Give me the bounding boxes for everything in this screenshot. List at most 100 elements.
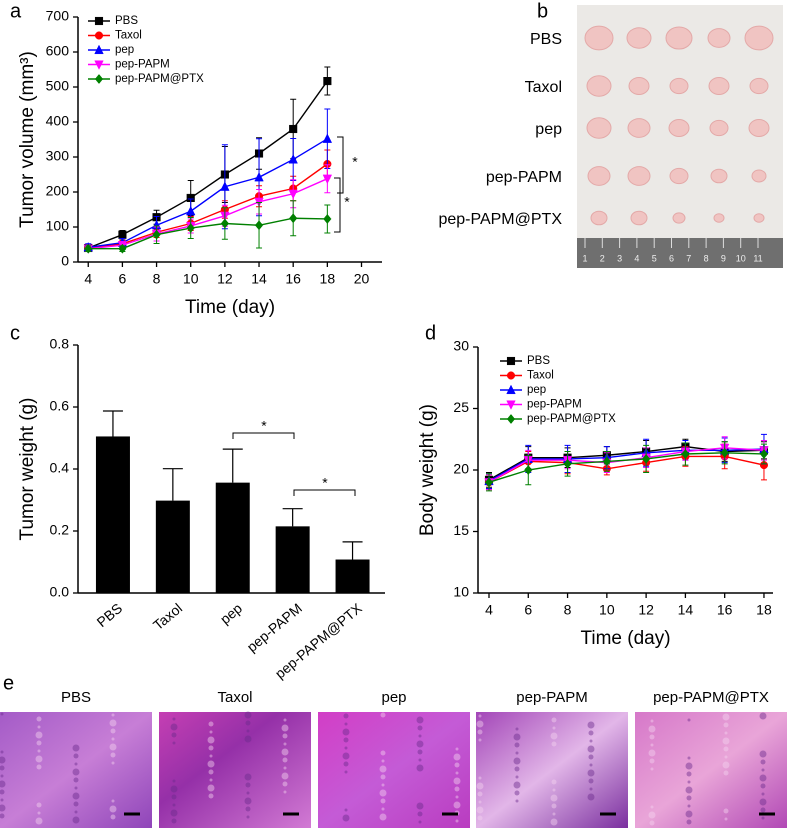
- marker: [322, 133, 333, 143]
- x-tick-label: Taxol: [150, 600, 185, 633]
- histology-texture: [648, 811, 656, 819]
- histology-texture: [589, 739, 593, 743]
- tumor: [665, 26, 693, 50]
- marker: [602, 456, 611, 467]
- x-tick-label: 16: [285, 271, 301, 287]
- histology-texture: [282, 757, 288, 763]
- histology-texture: [686, 771, 692, 777]
- bar: [335, 559, 370, 593]
- marker: [186, 223, 195, 234]
- histology-texture: [245, 720, 251, 726]
- histology-texture: [109, 743, 117, 751]
- y-tick-label: 25: [453, 399, 469, 415]
- tumor: [672, 212, 686, 224]
- legend-marker: [94, 60, 104, 70]
- ruler-label: 5: [652, 253, 657, 263]
- histology-texture: [552, 788, 556, 792]
- y-tick-label: 30: [453, 338, 469, 354]
- histology-texture: [418, 820, 422, 824]
- photo-row-label: pep-PAPM@PTX: [438, 211, 562, 228]
- histology-texture: [0, 813, 5, 819]
- histology-texture: [246, 729, 250, 733]
- histology-texture: [111, 713, 115, 717]
- histology-texture: [759, 774, 767, 782]
- histology-texture: [343, 761, 349, 767]
- ruler-label: 7: [686, 253, 691, 263]
- histology-texture: [172, 741, 176, 745]
- histology-image: [635, 712, 787, 828]
- legend-label: pep-PAPM@PTX: [115, 73, 204, 85]
- significance-label: *: [352, 154, 358, 170]
- legend-label: pep-PAPM: [527, 399, 582, 411]
- series-line: [88, 178, 328, 250]
- histology-texture: [380, 750, 386, 756]
- marker: [288, 189, 298, 200]
- histology-texture: [416, 802, 424, 810]
- histology-texture: [342, 728, 350, 736]
- legend-marker: [94, 16, 104, 26]
- tumor: [744, 25, 774, 51]
- histology-texture: [478, 776, 482, 780]
- marker: [220, 181, 230, 191]
- histology-texture: [453, 753, 461, 761]
- marker: [288, 154, 298, 164]
- error-bar: [102, 410, 123, 437]
- histology-texture: [380, 774, 386, 780]
- histology-texture: [551, 779, 557, 785]
- panel-label: c: [10, 322, 20, 344]
- histology-texture: [73, 777, 79, 783]
- histology-texture: [455, 771, 459, 775]
- significance-label: *: [322, 475, 328, 491]
- legend-label: PBS: [115, 15, 138, 27]
- ruler-label: 4: [634, 253, 639, 263]
- x-tick-label: 6: [524, 602, 532, 618]
- histology-texture: [685, 786, 693, 794]
- marker: [118, 243, 127, 254]
- histology-texture: [478, 800, 482, 804]
- histology-texture: [37, 725, 41, 729]
- histology-texture: [72, 816, 80, 824]
- histology-texture: [207, 784, 215, 792]
- histology-texture: [687, 756, 691, 760]
- histology-texture: [170, 785, 178, 793]
- ruler-label: 3: [617, 253, 622, 263]
- histology-texture: [687, 804, 691, 808]
- histology-texture: [723, 770, 729, 776]
- histology-texture: [207, 736, 215, 744]
- marker: [484, 477, 494, 488]
- histology-texture: [283, 742, 287, 746]
- histology-texture: [687, 780, 691, 784]
- histology-texture: [686, 795, 692, 801]
- y-tick-label: 700: [46, 8, 70, 24]
- panel-label: d: [425, 322, 436, 344]
- histology-texture: [0, 756, 6, 764]
- histology-texture: [244, 735, 252, 743]
- x-axis-label: Time (day): [185, 297, 275, 318]
- series-line: [88, 163, 328, 249]
- x-tick-label: 14: [251, 271, 267, 287]
- tumor: [630, 210, 648, 226]
- histology-texture: [379, 813, 387, 821]
- histology-texture: [208, 721, 214, 727]
- histology-texture: [246, 791, 250, 795]
- marker: [254, 220, 264, 231]
- histology-texture: [455, 747, 459, 751]
- bar: [215, 482, 250, 593]
- histology-texture: [344, 746, 348, 750]
- histology-texture: [417, 749, 423, 755]
- histology-texture: [36, 802, 42, 808]
- histology-texture: [588, 778, 594, 784]
- histology-texture: [283, 790, 287, 794]
- significance-label: *: [261, 418, 267, 434]
- histology-texture: [381, 807, 385, 811]
- histology-texture: [724, 817, 728, 821]
- histology-texture: [0, 804, 6, 812]
- ruler-label: 11: [753, 253, 762, 263]
- series-line: [88, 217, 328, 250]
- histology-texture: [453, 777, 461, 785]
- x-tick-label: 16: [717, 602, 733, 618]
- histology-texture: [761, 792, 765, 796]
- histology-texture: [722, 713, 730, 721]
- histology-texture: [685, 810, 693, 818]
- histology-texture: [686, 819, 692, 825]
